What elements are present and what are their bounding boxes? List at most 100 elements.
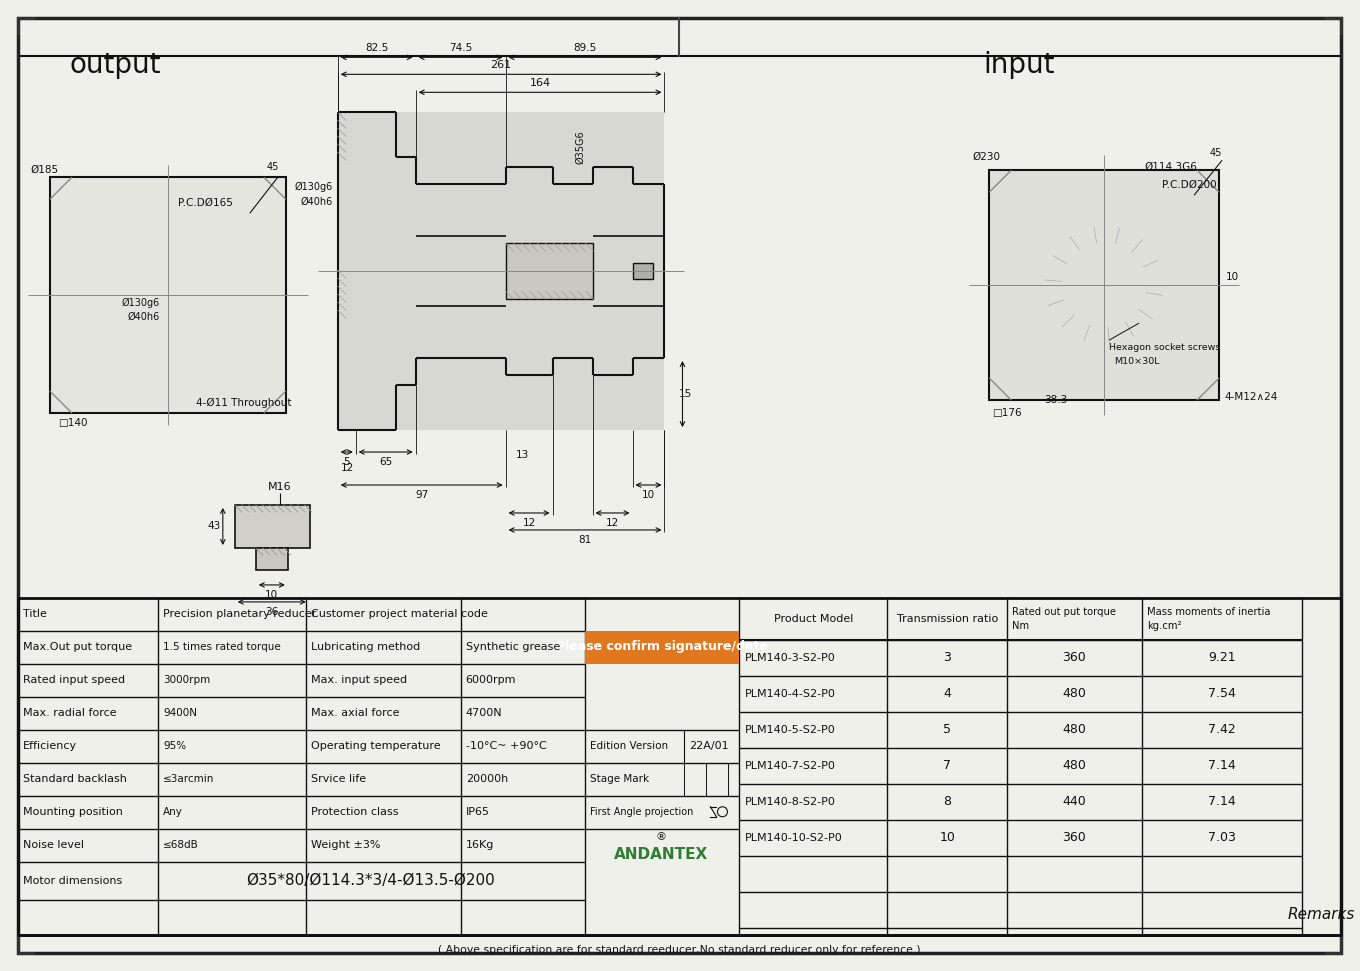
Circle shape	[122, 251, 212, 340]
Text: Rated out put torque: Rated out put torque	[1012, 607, 1117, 617]
Text: Any: Any	[163, 807, 182, 817]
Text: Lubricating method: Lubricating method	[311, 642, 420, 652]
Circle shape	[1010, 228, 1024, 242]
Bar	[18, 598, 1341, 935]
Text: 38.3: 38.3	[1044, 395, 1068, 405]
Text: □176: □176	[993, 408, 1021, 419]
Text: 89.5: 89.5	[574, 44, 597, 53]
Text: 164: 164	[529, 79, 551, 88]
Text: Max. radial force: Max. radial force	[23, 708, 117, 718]
Text: □140: □140	[58, 419, 87, 428]
Text: ®: ®	[656, 832, 666, 842]
Text: Precision planetary reducer: Precision planetary reducer	[163, 609, 317, 619]
Text: Ø114.3G6: Ø114.3G6	[1144, 162, 1197, 172]
Text: Mass moments of inertia: Mass moments of inertia	[1146, 607, 1270, 617]
Bar	[235, 505, 310, 548]
Text: Transmission ratio: Transmission ratio	[896, 614, 998, 624]
Text: 16Kg: 16Kg	[465, 840, 494, 850]
Text: 43: 43	[208, 521, 220, 531]
Text: 480: 480	[1062, 687, 1087, 700]
Circle shape	[90, 218, 246, 373]
Text: 4700N: 4700N	[465, 708, 502, 718]
Text: PLM140-8-S2-P0: PLM140-8-S2-P0	[744, 797, 835, 807]
Text: 7.54: 7.54	[1208, 687, 1236, 700]
Text: Protection class: Protection class	[311, 807, 398, 817]
Text: Mounting position: Mounting position	[23, 807, 122, 817]
Circle shape	[102, 229, 118, 246]
Text: PLM140-4-S2-P0: PLM140-4-S2-P0	[744, 688, 835, 699]
Text: Edition Version: Edition Version	[589, 741, 668, 751]
Text: 9.21: 9.21	[1208, 652, 1236, 664]
Text: 81: 81	[578, 535, 592, 545]
Text: Ø40h6: Ø40h6	[128, 312, 160, 322]
Text: ≤68dB: ≤68dB	[163, 840, 199, 850]
Text: Ø185: Ø185	[30, 165, 58, 175]
Circle shape	[1183, 228, 1198, 242]
Text: Ø40h6: Ø40h6	[301, 197, 333, 207]
Text: Max. input speed: Max. input speed	[311, 675, 407, 685]
Text: Title: Title	[23, 609, 46, 619]
Text: 10: 10	[940, 831, 955, 844]
Text: 5: 5	[944, 723, 951, 736]
Text: 440: 440	[1062, 795, 1087, 808]
Text: Max. axial force: Max. axial force	[311, 708, 400, 718]
Text: ≤3arcmin: ≤3arcmin	[163, 774, 215, 784]
Text: 3000rpm: 3000rpm	[163, 675, 211, 685]
Text: Nm: Nm	[1012, 620, 1030, 631]
Text: M10×30L: M10×30L	[1114, 356, 1160, 366]
Text: Rated input speed: Rated input speed	[23, 675, 125, 685]
Text: 12: 12	[607, 518, 619, 528]
Bar	[256, 548, 288, 570]
Text: Stage Mark: Stage Mark	[589, 774, 649, 784]
Text: -10°C~ +90°C: -10°C~ +90°C	[465, 741, 547, 751]
Text: Weight ±3%: Weight ±3%	[311, 840, 381, 850]
Text: PLM140-3-S2-P0: PLM140-3-S2-P0	[744, 653, 835, 663]
Text: 6000rpm: 6000rpm	[465, 675, 517, 685]
Text: 4-M12∧24: 4-M12∧24	[1224, 392, 1277, 402]
Text: Ø130g6: Ø130g6	[295, 183, 333, 192]
Text: Synthetic grease: Synthetic grease	[465, 642, 560, 652]
Text: 4-Ø11 Throughout: 4-Ø11 Throughout	[196, 398, 291, 408]
Text: PLM140-10-S2-P0: PLM140-10-S2-P0	[744, 833, 842, 843]
Bar	[337, 113, 665, 430]
Text: 45: 45	[1210, 149, 1223, 158]
Text: Ø35G6: Ø35G6	[575, 130, 586, 164]
Text: 3: 3	[944, 652, 951, 664]
Text: 22A/01: 22A/01	[690, 741, 729, 751]
Text: 10: 10	[642, 490, 656, 500]
Bar	[989, 170, 1219, 400]
Text: output: output	[69, 51, 160, 80]
Text: 13: 13	[515, 450, 529, 460]
Text: 97: 97	[415, 490, 428, 500]
Circle shape	[1098, 378, 1111, 392]
Text: 8: 8	[944, 795, 951, 808]
Text: Noise level: Noise level	[23, 840, 84, 850]
Circle shape	[1183, 328, 1198, 342]
Text: Standard backlash: Standard backlash	[23, 774, 126, 784]
Text: 12: 12	[522, 518, 536, 528]
Text: Ø230: Ø230	[972, 152, 1000, 162]
Circle shape	[1021, 202, 1187, 368]
Text: Efficiency: Efficiency	[23, 741, 78, 751]
Circle shape	[102, 345, 118, 361]
Text: ( Above specification are for standard reeducer,No standard reducer only for ref: ( Above specification are for standard r…	[438, 945, 921, 954]
Text: 360: 360	[1062, 831, 1087, 844]
Circle shape	[1098, 179, 1111, 192]
Text: Customer project material code: Customer project material code	[311, 609, 488, 619]
Text: 5: 5	[344, 457, 350, 467]
Circle shape	[107, 235, 228, 355]
Text: 7.14: 7.14	[1208, 759, 1236, 772]
Text: PLM140-5-S2-P0: PLM140-5-S2-P0	[744, 724, 835, 735]
Bar	[506, 243, 593, 299]
Text: 261: 261	[491, 60, 511, 70]
Text: 10: 10	[1227, 272, 1239, 283]
Text: Operating temperature: Operating temperature	[311, 741, 441, 751]
Bar	[585, 631, 740, 664]
Text: 10: 10	[265, 590, 279, 600]
Text: 7.42: 7.42	[1208, 723, 1236, 736]
Text: Ø130g6: Ø130g6	[121, 298, 160, 308]
Bar	[50, 178, 286, 413]
Circle shape	[1010, 328, 1024, 342]
Text: 1.5 times rated torque: 1.5 times rated torque	[163, 642, 280, 652]
Text: P.C.DØ165: P.C.DØ165	[178, 198, 233, 208]
